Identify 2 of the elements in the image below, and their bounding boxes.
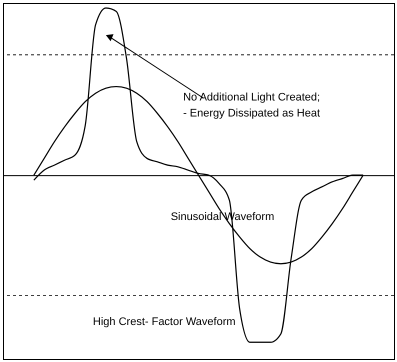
series-label: High Crest- Factor Waveform — [92, 316, 236, 328]
annotation: No Additional Light Created; - Energy Dissipated as Heat — [183, 92, 320, 120]
